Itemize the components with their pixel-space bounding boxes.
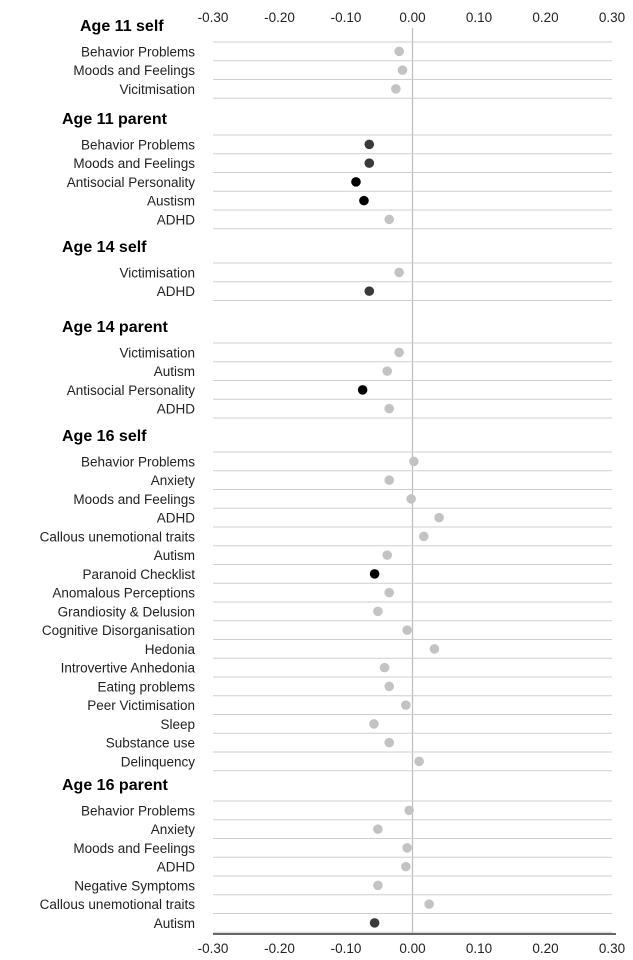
data-point: [384, 588, 394, 598]
data-point: [364, 158, 374, 168]
x-tick-label-bottom: 0.30: [599, 941, 625, 956]
data-point: [370, 918, 380, 928]
row-label: Hedonia: [145, 642, 196, 657]
group-heading: Age 14 parent: [62, 319, 168, 336]
row-label: Behavior Problems: [81, 803, 195, 818]
data-point: [394, 268, 404, 278]
row-label: Victimisation: [119, 265, 195, 280]
data-point: [384, 738, 394, 748]
row-label: Antisocial Personality: [67, 175, 196, 190]
row-label: Peer Victimisation: [87, 698, 195, 713]
row-label: Moods and Feelings: [73, 492, 195, 507]
row-label: Delinquency: [121, 754, 196, 769]
data-point: [382, 550, 392, 560]
x-tick-label-top: 0.30: [599, 10, 625, 25]
row-label: Autism: [154, 548, 195, 563]
data-point: [364, 286, 374, 296]
data-point: [358, 385, 368, 395]
x-tick-label-bottom: -0.10: [331, 941, 362, 956]
data-point: [394, 47, 404, 57]
row-label: Antisocial Personality: [67, 383, 196, 398]
row-label: Callous unemotional traits: [40, 897, 196, 912]
x-tick-label-bottom: -0.20: [264, 941, 295, 956]
row-label: Anxiety: [151, 822, 196, 837]
x-tick-label-bottom: -0.30: [198, 941, 229, 956]
data-point: [414, 757, 424, 767]
data-point: [409, 457, 419, 467]
row-label: Substance use: [106, 736, 195, 751]
group-heading: Age 16 self: [62, 428, 147, 445]
row-label: Moods and Feelings: [73, 156, 195, 171]
row-label: ADHD: [157, 212, 196, 227]
data-point: [401, 862, 411, 872]
data-point: [359, 196, 369, 206]
data-point: [391, 84, 401, 94]
row-label: Victimisation: [119, 345, 195, 360]
data-point: [384, 404, 394, 414]
x-tick-label-top: -0.30: [198, 10, 229, 25]
data-point: [373, 607, 383, 617]
data-point: [419, 532, 429, 542]
group-heading: Age 11 parent: [62, 111, 168, 128]
data-point: [404, 806, 414, 816]
data-point: [430, 644, 440, 654]
row-label: Introvertive Anhedonia: [61, 661, 196, 676]
data-point: [384, 215, 394, 225]
row-label: Moods and Feelings: [73, 63, 195, 78]
data-point: [373, 881, 383, 891]
data-point: [406, 494, 416, 504]
row-label: Callous unemotional traits: [40, 529, 196, 544]
data-point: [402, 625, 412, 635]
data-point: [384, 682, 394, 692]
data-point: [380, 663, 390, 673]
group-heading: Age 11 self: [80, 18, 164, 35]
data-point: [384, 475, 394, 485]
row-label: Behavior Problems: [81, 44, 195, 59]
row-label: Behavior Problems: [81, 137, 195, 152]
row-label: Anxiety: [151, 473, 196, 488]
row-label: Moods and Feelings: [73, 841, 195, 856]
row-label: Behavior Problems: [81, 454, 195, 469]
row-label: Autism: [154, 364, 195, 379]
row-label: ADHD: [157, 511, 196, 526]
data-point: [370, 569, 380, 579]
data-point: [382, 366, 392, 376]
data-point: [424, 899, 434, 909]
data-point: [351, 177, 361, 187]
data-point: [402, 843, 412, 853]
row-label: Anomalous Perceptions: [52, 586, 195, 601]
x-tick-label-bottom: 0.00: [399, 941, 425, 956]
row-label: ADHD: [157, 284, 196, 299]
x-tick-label-bottom: 0.10: [466, 941, 492, 956]
data-point: [364, 140, 374, 150]
row-label: Sleep: [160, 717, 195, 732]
x-tick-label-bottom: 0.20: [532, 941, 558, 956]
data-point: [398, 65, 408, 75]
row-label: Vicitmisation: [119, 82, 195, 97]
row-label: Paranoid Checklist: [82, 567, 195, 582]
data-point: [434, 513, 444, 523]
row-label: Eating problems: [97, 679, 195, 694]
data-point: [373, 824, 383, 834]
x-tick-label-top: 0.20: [532, 10, 558, 25]
group-heading: Age 16 parent: [62, 777, 168, 794]
row-label: Negative Symptoms: [74, 878, 195, 893]
data-point: [394, 348, 404, 358]
x-tick-label-top: -0.10: [331, 10, 362, 25]
row-label: Grandiosity & Delusion: [58, 604, 195, 619]
x-tick-label-top: 0.10: [466, 10, 492, 25]
row-label: ADHD: [157, 402, 196, 417]
row-label: Cognitive Disorganisation: [42, 623, 195, 638]
data-point: [369, 719, 379, 729]
row-label: Austism: [147, 194, 195, 209]
x-tick-label-top: -0.20: [264, 10, 295, 25]
row-label: ADHD: [157, 860, 196, 875]
row-label: Autism: [154, 916, 195, 931]
data-point: [401, 700, 411, 710]
group-heading: Age 14 self: [62, 239, 147, 256]
x-tick-label-top: 0.00: [399, 10, 425, 25]
